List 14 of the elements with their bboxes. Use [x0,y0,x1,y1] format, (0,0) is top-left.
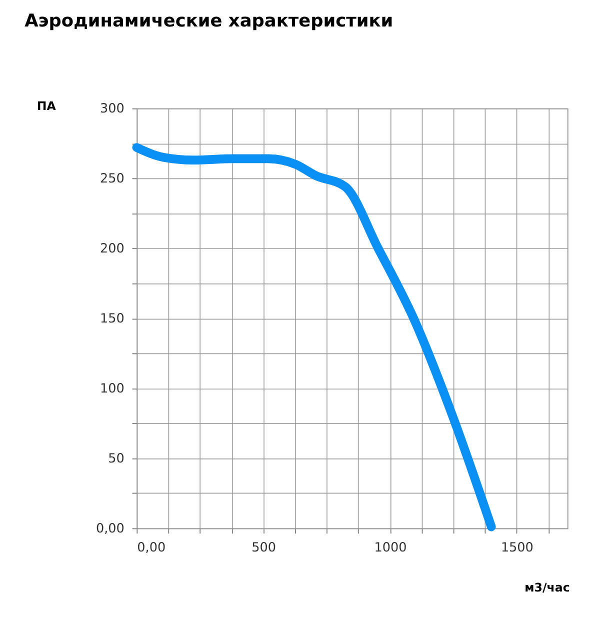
y-tick-label: 100 [100,382,124,397]
y-tick-label: 50 [108,452,124,467]
y-tick-label: 300 [100,102,124,117]
x-tick-label: 1500 [500,540,534,556]
x-tick-label: 0,00 [137,540,166,556]
chart-title: Аэродинамические характеристики [24,12,394,32]
y-tick-label: 150 [100,312,124,327]
y-tick-label: 250 [100,172,124,187]
x-axis-title: м3/час [524,580,570,595]
y-axis-title: ПА [36,98,57,113]
y-tick-label: 200 [100,242,124,257]
x-tick-label: 500 [252,540,276,556]
y-tick-label: 0,00 [96,522,124,537]
x-tick-label: 1000 [374,540,407,556]
